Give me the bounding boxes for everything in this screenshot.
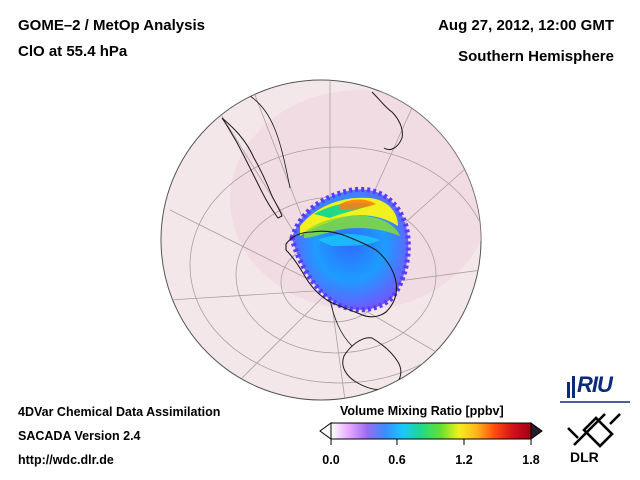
antarctica-outline xyxy=(285,230,398,318)
footer-version: SACADA Version 2.4 xyxy=(18,429,141,443)
riu-logo-text: RIU xyxy=(577,372,613,397)
colorbar-title: Volume Mixing Ratio [ppbv] xyxy=(340,404,504,418)
colorbar-over-arrow xyxy=(530,422,543,440)
africa-outline xyxy=(371,91,403,151)
product-title: GOME–2 / MetOp Analysis xyxy=(18,17,205,34)
colorbar-scale xyxy=(330,422,532,440)
colorbar-label-1.2: 1.2 xyxy=(455,453,473,467)
dlr-logo-mark xyxy=(567,413,621,448)
south-america-outline xyxy=(221,117,283,219)
date-time-label: Aug 27, 2012, 12:00 GMT xyxy=(438,17,614,34)
dlr-logo-text: DLR xyxy=(570,449,599,465)
clo-vortex xyxy=(289,186,411,313)
colorbar-label-0.6: 0.6 xyxy=(388,453,406,467)
colorbar-label-0.0: 0.0 xyxy=(322,453,340,467)
australia-outline xyxy=(342,337,402,391)
riu-logo-mark xyxy=(560,376,630,403)
footer-url[interactable]: http://wdc.dlr.de xyxy=(18,453,114,467)
hemisphere-label: Southern Hemisphere xyxy=(458,48,614,65)
footer-method: 4DVar Chemical Data Assimilation xyxy=(18,405,221,419)
colorbar-label-1.8: 1.8 xyxy=(522,453,540,467)
species-level-label: ClO at 55.4 hPa xyxy=(18,43,128,60)
colorbar xyxy=(319,422,543,445)
colorbar-under-arrow xyxy=(319,422,332,440)
